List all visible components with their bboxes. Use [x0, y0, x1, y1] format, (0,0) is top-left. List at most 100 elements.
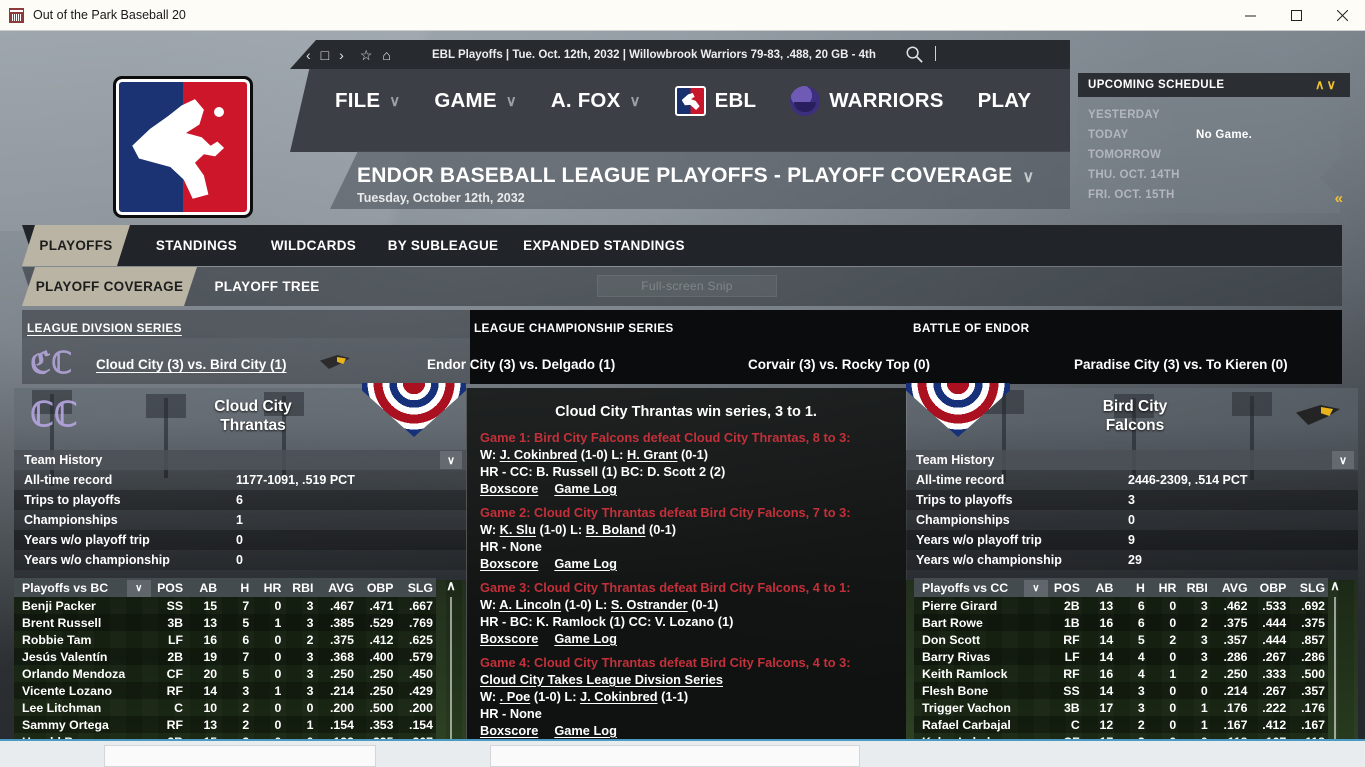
series-link-cloud-vs-bird[interactable]: Cloud City (3) vs. Bird City (1) — [96, 357, 287, 372]
left-history-header[interactable]: Team History ∨ — [14, 450, 466, 470]
tab-expanded-standings[interactable]: EXPANDED STANDINGS — [508, 225, 700, 266]
table-row[interactable]: Keith Ramlock RF 16 4 1 2 .250 .333 .500 — [914, 665, 1328, 682]
schedule-row[interactable]: THU. OCT. 14TH — [1088, 165, 1180, 185]
tab-by-subleague[interactable]: BY SUBLEAGUE — [367, 225, 519, 266]
home-icon[interactable]: ⌂ — [382, 46, 391, 63]
chevron-down-icon[interactable]: ∨ — [1023, 579, 1048, 597]
player-name[interactable]: Flesh Bone — [922, 683, 989, 698]
minimize-button[interactable] — [1227, 0, 1273, 31]
scroll-track[interactable] — [1334, 597, 1336, 751]
maximize-button[interactable] — [1273, 0, 1319, 31]
table-row[interactable]: Vicente Lozano RF 14 3 1 3 .214 .250 .429 — [14, 682, 436, 699]
schedule-row[interactable]: FRI. OCT. 15TH — [1088, 185, 1175, 205]
tab-standings[interactable]: STANDINGS — [133, 225, 260, 266]
player-name[interactable]: Barry Rivas — [922, 649, 991, 664]
boxscore-link[interactable]: Boxscore — [480, 481, 539, 496]
gamelog-link[interactable]: Game Log — [554, 481, 617, 496]
winning-pitcher-link[interactable]: J. Cokinbred — [499, 447, 578, 462]
player-name[interactable]: Benji Packer — [22, 598, 96, 613]
player-name[interactable]: Rafael Carbajal — [922, 717, 1011, 732]
table-row[interactable]: Lee Litchman C 10 2 0 0 .200 .500 .200 — [14, 699, 436, 716]
boxscore-link[interactable]: Boxscore — [480, 556, 539, 571]
menu-manager[interactable]: A. FOX ∨ — [534, 72, 658, 130]
favorite-star-icon[interactable]: ☆ — [359, 46, 373, 63]
player-name[interactable]: Keith Ramlock — [922, 666, 1008, 681]
tab-playoff-coverage[interactable]: PLAYOFF COVERAGE — [22, 267, 197, 306]
schedule-row[interactable]: TODAY No Game. — [1088, 125, 1252, 145]
close-button[interactable] — [1319, 0, 1365, 31]
player-name[interactable]: Orlando Mendoza — [22, 666, 126, 681]
player-name[interactable]: Lee Litchman — [22, 700, 102, 715]
player-name[interactable]: Brent Russell — [22, 615, 102, 630]
schedule-down-icon[interactable]: ∨ — [1326, 77, 1338, 92]
table-row[interactable]: Bart Rowe 1B 16 6 0 2 .375 .444 .375 — [914, 614, 1328, 631]
table-row[interactable]: Rafael Carbajal C 12 2 0 1 .167 .412 .167 — [914, 716, 1328, 733]
table-row[interactable]: Pierre Girard 2B 13 6 0 3 .462 .533 .692 — [914, 597, 1328, 614]
player-name[interactable]: Jesús Valentín — [22, 649, 108, 664]
player-name[interactable]: Vicente Lozano — [22, 683, 112, 698]
losing-pitcher-link[interactable]: S. Ostrander — [610, 597, 688, 612]
scroll-track[interactable] — [450, 597, 452, 751]
winning-pitcher-link[interactable]: A. Lincoln — [499, 597, 562, 612]
losing-pitcher-link[interactable]: H. Grant — [626, 447, 678, 462]
schedule-row[interactable]: YESTERDAY — [1088, 105, 1160, 125]
table-row[interactable]: Benji Packer SS 15 7 0 3 .467 .471 .667 — [14, 597, 436, 614]
series-link-endor-vs-delgado[interactable]: Endor City (3) vs. Delgado (1) — [427, 357, 616, 372]
chevron-down-icon[interactable]: ∨ — [440, 451, 462, 469]
table-row[interactable]: Trigger Vachon 3B 17 3 0 1 .176 .222 .176 — [914, 699, 1328, 716]
table-row[interactable]: Jesús Valentín 2B 19 7 0 3 .368 .400 .579 — [14, 648, 436, 665]
right-history-header[interactable]: Team History ∨ — [906, 450, 1358, 470]
schedule-nav-arrows[interactable]: ∧∨ — [1315, 77, 1338, 93]
collapse-panel-icon[interactable]: « — [1334, 190, 1343, 207]
boxscore-link[interactable]: Boxscore — [480, 723, 539, 738]
scroll-up-icon[interactable]: ∧ — [446, 578, 456, 593]
page-title[interactable]: ENDOR BASEBALL LEAGUE PLAYOFFS - PLAYOFF… — [357, 164, 1034, 188]
table-row[interactable]: Brent Russell 3B 13 5 1 3.385.529.769 — [14, 614, 436, 631]
winning-pitcher-link[interactable]: . Poe — [499, 689, 531, 704]
losing-pitcher-link[interactable]: B. Boland — [585, 522, 646, 537]
table-row[interactable]: Robbie Tam LF 16 6 0 2 .375 .412 .625 — [14, 631, 436, 648]
menu-team-warriors[interactable]: WARRIORS — [773, 72, 960, 130]
search-icon[interactable] — [905, 45, 924, 64]
tab-playoffs[interactable]: PLAYOFFS — [22, 225, 130, 266]
scroll-up-icon[interactable]: ∧ — [1330, 578, 1340, 593]
tab-wildcards[interactable]: WILDCARDS — [250, 225, 377, 266]
back-icon[interactable]: ‹ — [306, 46, 311, 63]
player-name[interactable]: Bart Rowe — [922, 615, 983, 630]
taskbar-chunk[interactable] — [490, 745, 860, 767]
menu-file[interactable]: FILE ∨ — [318, 72, 417, 130]
player-name[interactable]: Robbie Tam — [22, 632, 92, 647]
series-link-corvair-vs-rockytop[interactable]: Corvair (3) vs. Rocky Top (0) — [748, 357, 931, 372]
table-row[interactable]: Flesh Bone SS 14 3 0 0 .214 .267 .357 — [914, 682, 1328, 699]
player-name[interactable]: Sammy Ortega — [22, 717, 109, 732]
right-batting-title-wrap[interactable]: Playoffs vs CC ∨ — [914, 579, 1054, 597]
losing-pitcher-link[interactable]: J. Cokinbred — [580, 689, 658, 704]
menu-league-ebl[interactable]: EBL — [658, 72, 774, 130]
series-link-paradise-vs-tokieren[interactable]: Paradise City (3) vs. To Kieren (0) — [1074, 357, 1288, 372]
schedule-up-icon[interactable]: ∧ — [1314, 77, 1327, 92]
table-row[interactable]: Sammy Ortega RF 13 2 0 1 .154 .353 .154 — [14, 716, 436, 733]
gamelog-link[interactable]: Game Log — [554, 556, 617, 571]
player-name[interactable]: Don Scott — [922, 632, 981, 647]
boxscore-link[interactable]: Boxscore — [480, 631, 539, 646]
player-name[interactable]: Pierre Girard — [922, 598, 998, 613]
player-name[interactable]: Trigger Vachon — [922, 700, 1011, 715]
winning-pitcher-link[interactable]: K. Slu — [499, 522, 536, 537]
series-clinch-note[interactable]: Cloud City Takes League Divsion Series — [480, 672, 723, 687]
chevron-down-icon[interactable]: ∨ — [1332, 451, 1354, 469]
gamelog-link[interactable]: Game Log — [554, 631, 617, 646]
gamelog-link[interactable]: Game Log — [554, 723, 617, 738]
taskbar-chunk[interactable] — [104, 745, 376, 767]
menu-play[interactable]: PLAY — [961, 72, 1049, 130]
schedule-row[interactable]: TOMORROW — [1088, 145, 1161, 165]
left-batting-title-wrap[interactable]: Playoffs vs BC ∨ — [14, 579, 157, 597]
chevron-down-icon[interactable]: ∨ — [126, 579, 151, 597]
page-icon[interactable]: □ — [320, 46, 330, 63]
forward-icon[interactable]: › — [339, 46, 344, 63]
table-row[interactable]: Don Scott RF 14 5 2 3 .357 .444 .857 — [914, 631, 1328, 648]
chevron-down-icon[interactable]: ∨ — [1022, 169, 1035, 186]
menu-game[interactable]: GAME ∨ — [417, 72, 534, 130]
tab-playoff-tree[interactable]: PLAYOFF TREE — [214, 279, 320, 294]
table-row[interactable]: Orlando Mendoza CF 20 5 0 3 .250 .250 .450 — [14, 665, 436, 682]
table-row[interactable]: Barry Rivas LF 14 4 0 3 .286 .267 .286 — [914, 648, 1328, 665]
